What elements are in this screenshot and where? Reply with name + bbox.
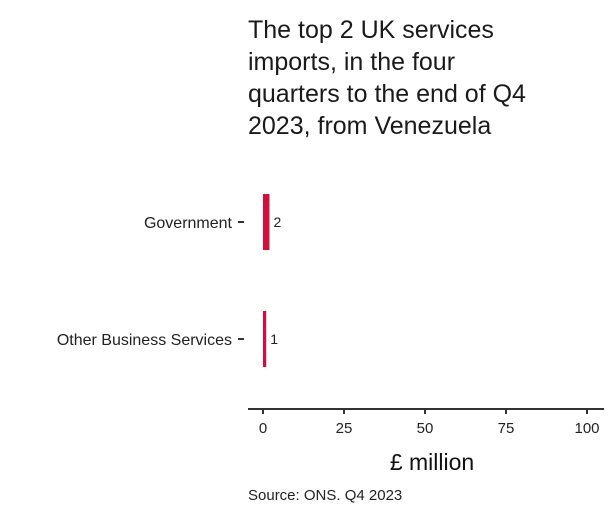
x-tick-label: 0 <box>259 420 267 437</box>
bar-government <box>263 194 270 250</box>
bars: 21 <box>263 194 281 367</box>
x-tick-label: 100 <box>574 420 599 437</box>
x-tick-label: 50 <box>417 420 434 437</box>
category-label: Other Business Services <box>57 332 232 349</box>
chart-title: The top 2 UK services imports, in the fou… <box>248 16 526 140</box>
chart-title-line: imports, in the four <box>248 48 455 76</box>
chart-title-line: quarters to the end of Q4 <box>248 80 526 108</box>
source-note: Source: ONS. Q4 2023 <box>248 487 402 504</box>
bar-other-business-services <box>263 311 267 367</box>
x-axis-title: £ million <box>390 449 474 475</box>
category-labels: Government Other Business Services <box>57 215 244 349</box>
x-tick-label: 75 <box>498 420 515 437</box>
chart-title-line: 2023, from Venezuela <box>248 112 491 140</box>
chart-title-line: The top 2 UK services <box>248 16 494 44</box>
x-axis: 0 25 50 75 100 <box>248 408 604 437</box>
data-label: 1 <box>270 331 278 347</box>
x-tick-label: 25 <box>336 420 353 437</box>
category-label: Government <box>144 215 233 232</box>
data-label: 2 <box>273 214 281 230</box>
